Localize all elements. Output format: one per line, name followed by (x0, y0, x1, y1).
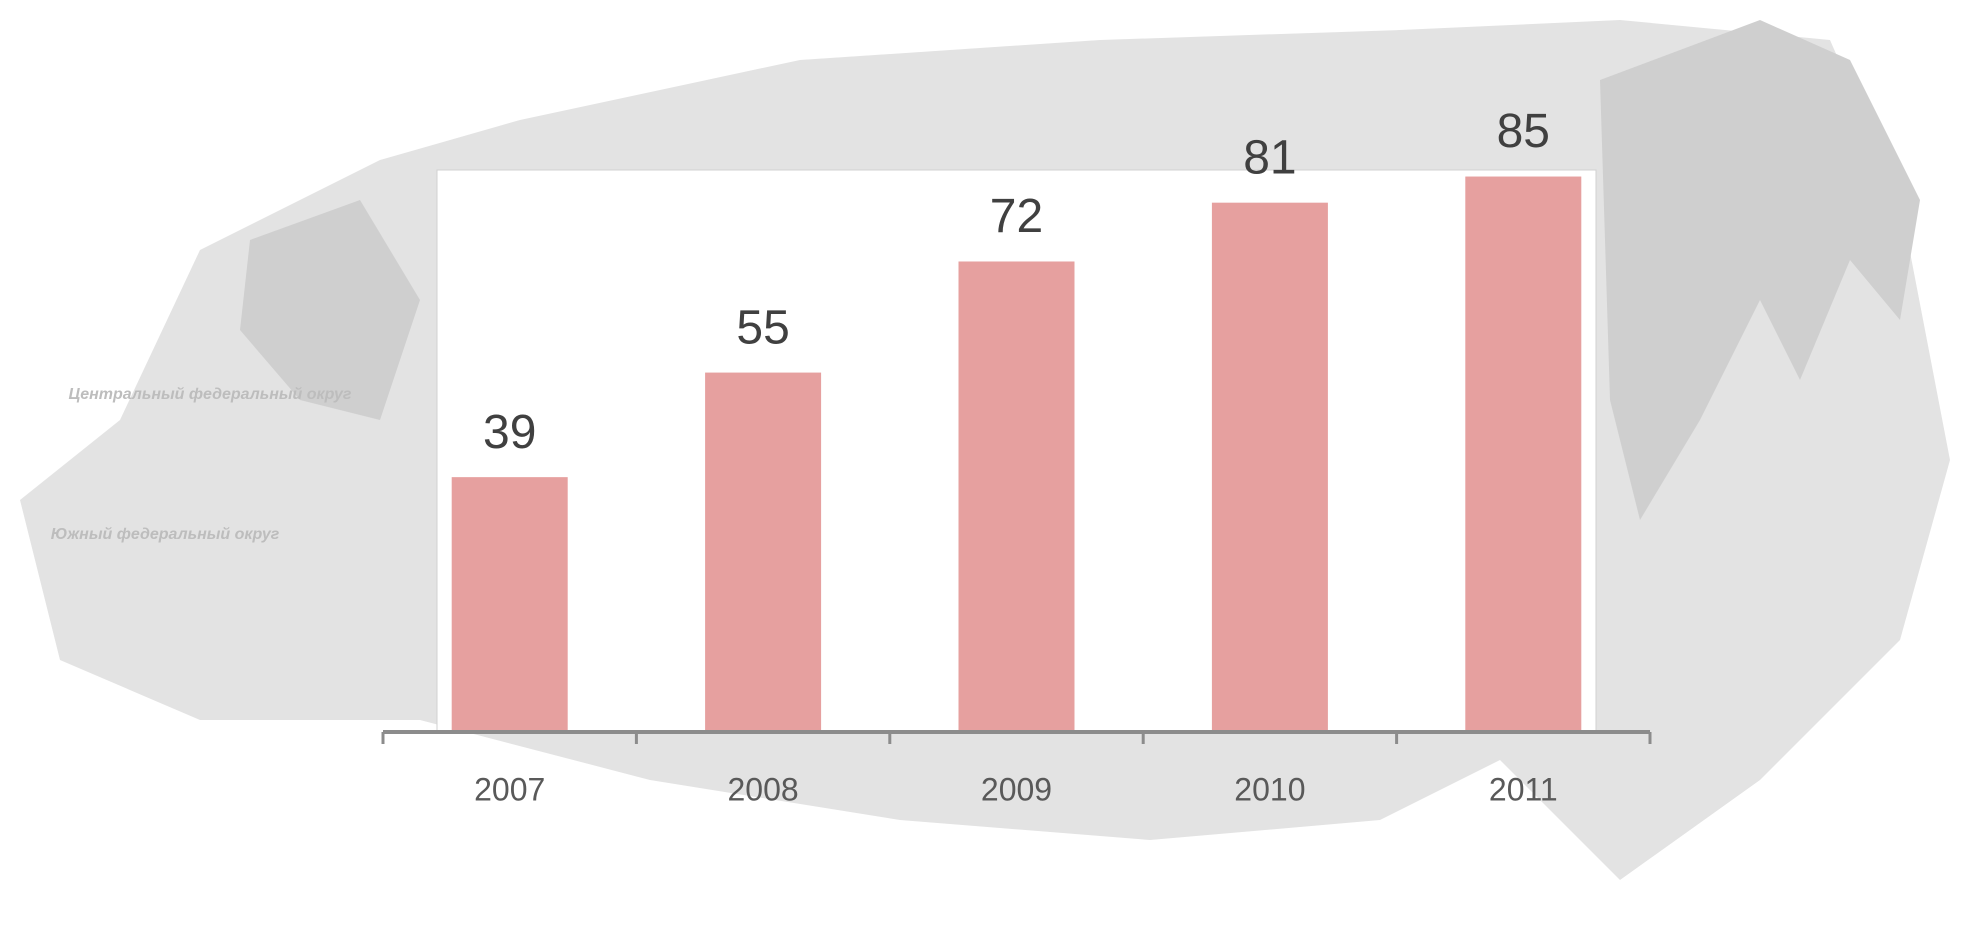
x-tick-label: 2008 (728, 771, 799, 807)
map-label: Центральный федеральный округ (69, 386, 352, 403)
bar (451, 477, 568, 732)
x-tick-label: 2009 (981, 771, 1052, 807)
data-label: 39 (483, 406, 536, 459)
bar (1465, 176, 1582, 732)
bar (958, 261, 1075, 732)
map-label: Южный федеральный округ (51, 526, 280, 543)
x-tick-label: 2011 (1489, 771, 1558, 807)
data-label: 55 (736, 301, 789, 354)
data-label: 85 (1497, 105, 1550, 158)
bar (705, 372, 822, 732)
bar (1211, 202, 1328, 732)
data-label: 81 (1243, 131, 1296, 184)
x-tick-label: 2010 (1234, 771, 1305, 807)
x-tick-label: 2007 (474, 771, 545, 807)
data-label: 72 (990, 190, 1043, 243)
